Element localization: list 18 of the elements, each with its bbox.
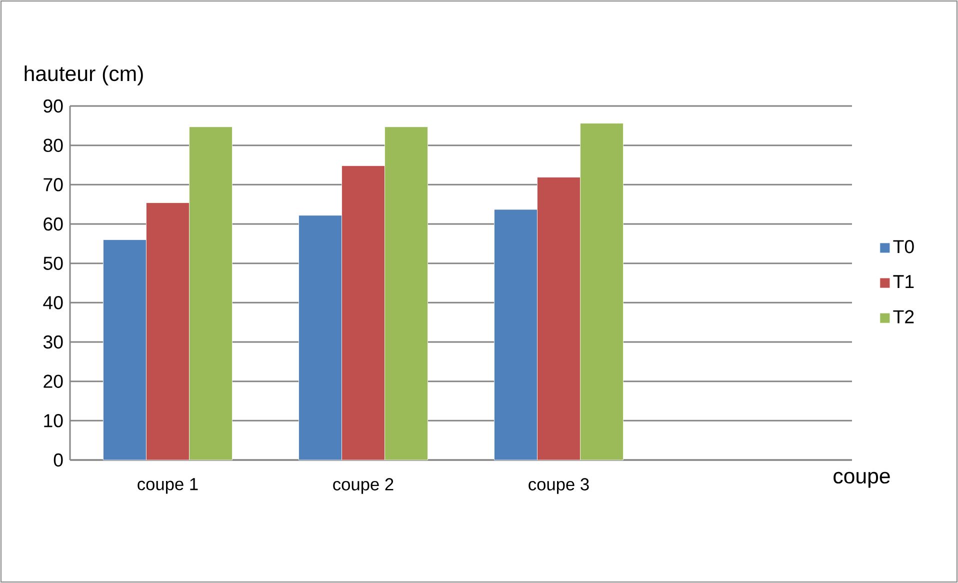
x-tick-label: coupe 1 (138, 478, 198, 494)
y-tick-label: 10 (44, 414, 63, 428)
y-tick-label: 70 (44, 178, 63, 192)
y-tick-label: 30 (43, 335, 63, 349)
legend-label: T1 (893, 275, 914, 288)
y-axis-title: hauteur (cm) (24, 65, 143, 86)
y-tick-label: 80 (44, 138, 63, 152)
y-tick-label: 20 (44, 374, 63, 388)
legend-label: T2 (893, 310, 914, 324)
y-tick-label: 60 (44, 217, 63, 231)
legend-label: T0 (893, 240, 914, 254)
y-tick-label: 40 (43, 296, 63, 310)
y-tick-label: 50 (44, 256, 63, 270)
x-tick-label: coupe 3 (528, 478, 589, 494)
y-tick-label: 90 (44, 99, 63, 113)
x-tick-label: coupe 2 (333, 478, 394, 494)
x-axis-title: coupe (834, 472, 890, 488)
y-tick-label: 0 (54, 453, 63, 467)
